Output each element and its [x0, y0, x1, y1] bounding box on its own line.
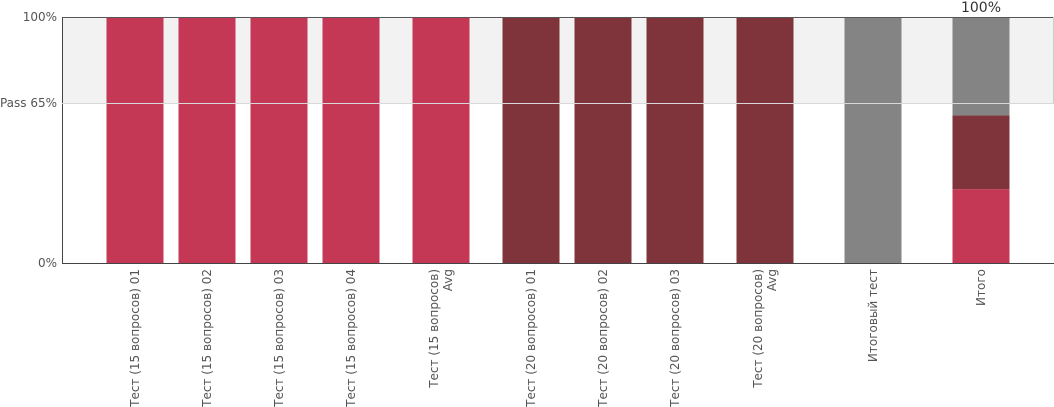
- bar-segment: [502, 17, 560, 263]
- y-tick-label: Pass 65%: [0, 96, 57, 110]
- bar-segment: [952, 17, 1010, 116]
- x-tick-label: Тест (15 вопросов) 01: [128, 269, 142, 407]
- x-tick-label: Тест (20 вопросов) 01: [524, 269, 538, 407]
- x-tick-label: Тест (20 вопросов): [751, 269, 765, 389]
- bar-total-label: 100%: [961, 0, 1001, 16]
- bar-segment: [646, 17, 704, 263]
- bar-segment: [952, 189, 1010, 263]
- y-tick-label: 0%: [38, 256, 57, 270]
- x-tick-label: Тест (20 вопросов) 02: [596, 269, 610, 407]
- x-tick-label: Avg: [765, 269, 779, 291]
- bar-segment: [178, 17, 236, 263]
- bar-segment: [574, 17, 632, 263]
- y-tick-label: 100%: [23, 10, 57, 24]
- y-axis-ticks: 0% Pass 65% 100%: [0, 10, 57, 270]
- x-tick-label: Тест (15 вопросов) 03: [272, 269, 286, 407]
- x-tick-label: Тест (15 вопросов) 04: [344, 269, 358, 407]
- x-tick-label: Итоговый тест: [866, 269, 880, 362]
- bars-layer: [106, 17, 1010, 263]
- bar-segment: [412, 17, 470, 263]
- bar-segment: [250, 17, 308, 263]
- bar-segment: [322, 17, 380, 263]
- bar-segment: [106, 17, 164, 263]
- data-labels: 100%: [961, 0, 1001, 16]
- x-tick-label: Итого: [974, 269, 988, 306]
- x-tick-label: Avg: [441, 269, 455, 291]
- x-tick-label: Тест (20 вопросов) 03: [668, 269, 682, 407]
- bar-segment: [952, 115, 1010, 190]
- bar-segment: [844, 17, 902, 263]
- bar-segment: [736, 17, 794, 263]
- x-tick-label: Тест (15 вопросов) 02: [200, 269, 214, 407]
- x-axis-ticks: Тест (15 вопросов) 01 Тест (15 вопросов) …: [128, 269, 988, 407]
- x-tick-label: Тест (15 вопросов): [427, 269, 441, 389]
